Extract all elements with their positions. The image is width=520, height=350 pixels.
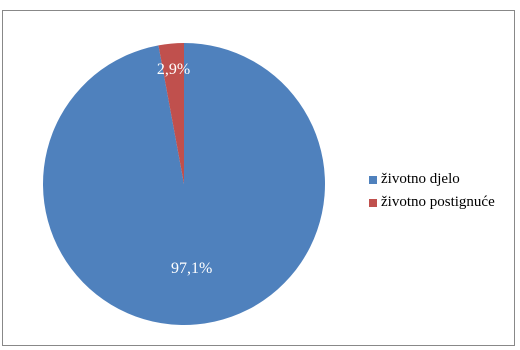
pie-slice-zivotno-djelo [42, 43, 325, 326]
pie-chart: 97,1% 2,9% [42, 43, 325, 326]
pie-data-labels: 97,1% 2,9% [157, 61, 213, 277]
pie-slice-zivotno-postignuce [158, 43, 184, 184]
data-label-zivotno-djelo: 97,1% [171, 260, 212, 277]
pie-slices [42, 43, 325, 326]
legend-swatch-zivotno-djelo [369, 175, 377, 184]
legend: životno djelo životno postignuće [369, 168, 495, 214]
data-label-zivotno-postignuce: 2,9% [157, 61, 190, 78]
legend-item-zivotno-djelo: životno djelo [369, 168, 495, 191]
legend-swatch-zivotno-postignuce [369, 198, 377, 207]
legend-label-zivotno-djelo: životno djelo [381, 171, 460, 187]
legend-item-zivotno-postignuce: životno postignuće [369, 191, 495, 214]
legend-label-zivotno-postignuce: životno postignuće [381, 194, 495, 210]
chart-area: 97,1% 2,9% životno djelo životno postignu… [2, 10, 515, 346]
